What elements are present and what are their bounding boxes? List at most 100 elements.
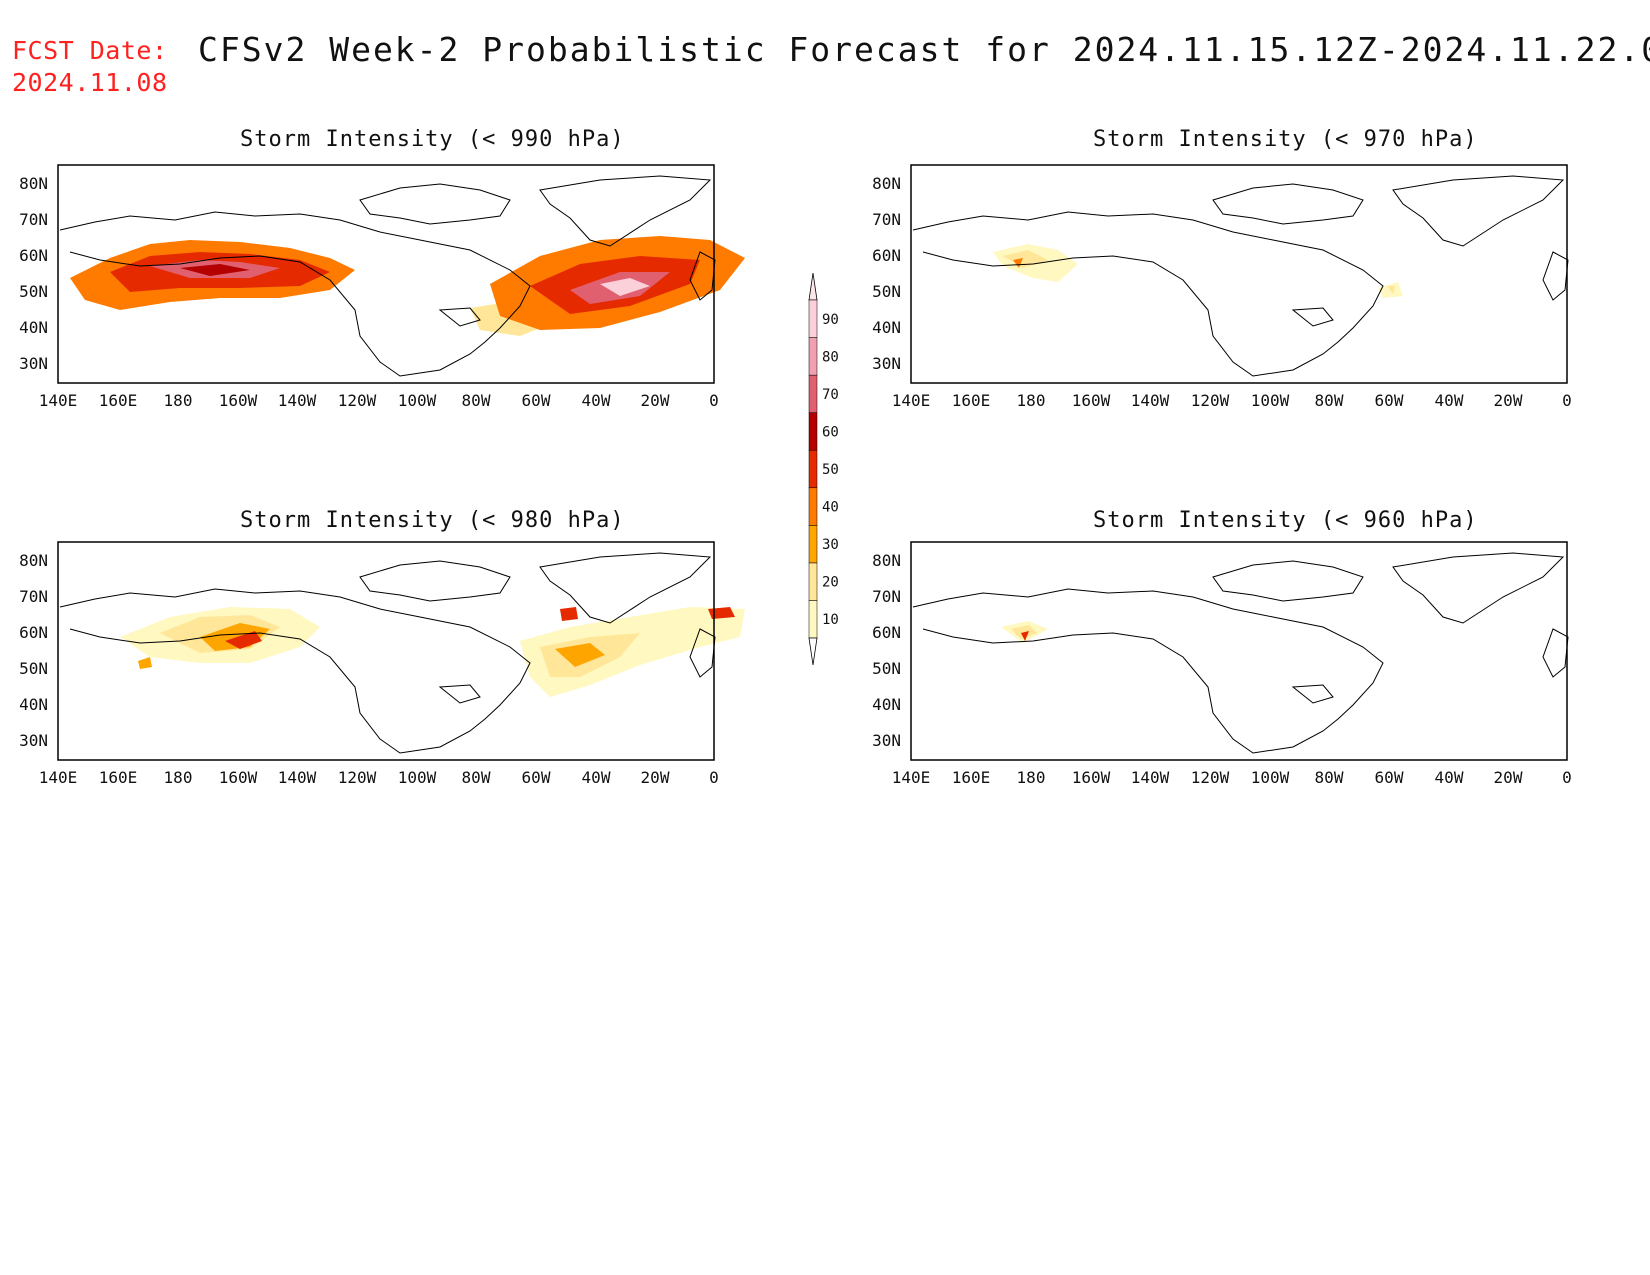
- lon-label: 20W: [1494, 768, 1523, 787]
- colorbar-labels: 10 20 30 40 50 60 70 80 90: [822, 312, 839, 628]
- lon-label: 120W: [338, 768, 377, 787]
- lat-label: 60N: [19, 623, 48, 642]
- lon-label: 100W: [1251, 391, 1290, 410]
- lon-label: 120W: [1191, 768, 1230, 787]
- lon-label: 0: [1562, 768, 1572, 787]
- lon-label: 140W: [1131, 768, 1170, 787]
- map-frame: [57, 541, 715, 761]
- colorbar-band: [808, 337, 818, 376]
- lon-label: 0: [1562, 391, 1572, 410]
- lon-label: 180: [1017, 768, 1046, 787]
- map-panel-980: 80N 70N 60N 50N 40N 30N 140E 160E 180 16…: [19, 541, 745, 787]
- colorbar-top-arrow: [808, 272, 818, 301]
- lon-label: 60W: [1375, 768, 1404, 787]
- lat-labels: 80N 70N 60N 50N 40N 30N: [872, 551, 901, 750]
- colorbar-label: 30: [822, 537, 839, 553]
- lat-label: 30N: [19, 354, 48, 373]
- lat-label: 70N: [19, 587, 48, 606]
- lon-label: 160E: [952, 768, 991, 787]
- lon-label: 80W: [462, 391, 491, 410]
- colorbar-label: 20: [822, 575, 839, 591]
- lon-label: 40W: [582, 768, 611, 787]
- lon-label: 100W: [1251, 768, 1290, 787]
- colorbar-band: [808, 449, 818, 489]
- lon-label: 60W: [522, 391, 551, 410]
- panel-title-970: Storm Intensity (< 970 hPa): [1093, 127, 1478, 152]
- lon-label: 20W: [641, 768, 670, 787]
- lon-labels: 140E 160E 180 160W 140W 120W 100W 80W 60…: [892, 391, 1572, 410]
- lon-label: 180: [164, 391, 193, 410]
- map-frame: [910, 541, 1568, 761]
- lat-label: 50N: [872, 282, 901, 301]
- lon-label: 20W: [641, 391, 670, 410]
- land-outline: [912, 175, 1569, 377]
- lon-label: 140W: [278, 391, 317, 410]
- land-outline: [59, 552, 716, 754]
- lon-label: 180: [164, 768, 193, 787]
- colorbar-label: 40: [822, 500, 839, 516]
- map-panel-960: 80N 70N 60N 50N 40N 30N 140E 160E 180 16…: [872, 541, 1572, 787]
- lat-label: 70N: [19, 210, 48, 229]
- lon-label: 180: [1017, 391, 1046, 410]
- lat-label: 80N: [19, 551, 48, 570]
- colorbar-bottom-arrow: [808, 637, 818, 666]
- page-title: CFSv2 Week-2 Probabilistic Forecast for …: [198, 30, 1650, 69]
- lon-label: 160W: [1072, 768, 1111, 787]
- lat-labels: 80N 70N 60N 50N 40N 30N: [19, 174, 48, 373]
- lon-label: 140E: [39, 391, 78, 410]
- lon-label: 100W: [398, 391, 437, 410]
- map-panel-990: 80N 70N 60N 50N 40N 30N 140E 160E 180 16…: [19, 164, 745, 410]
- lon-label: 20W: [1494, 391, 1523, 410]
- colorbar-band: [808, 299, 818, 338]
- probability-shading: [1001, 621, 1048, 643]
- lon-label: 80W: [462, 768, 491, 787]
- lat-label: 30N: [19, 731, 48, 750]
- lon-label: 140E: [892, 391, 931, 410]
- lon-label: 100W: [398, 768, 437, 787]
- map-panel-970: 80N 70N 60N 50N 40N 30N 140E 160E 180 16…: [872, 164, 1572, 410]
- lon-label: 160W: [219, 391, 258, 410]
- lon-label: 140E: [39, 768, 78, 787]
- lat-label: 70N: [872, 210, 901, 229]
- colorbar-band: [808, 600, 818, 639]
- lon-labels: 140E 160E 180 160W 140W 120W 100W 80W 60…: [892, 768, 1572, 787]
- lat-label: 80N: [872, 174, 901, 193]
- lon-labels: 140E 160E 180 160W 140W 120W 100W 80W 60…: [39, 768, 719, 787]
- lat-label: 80N: [19, 174, 48, 193]
- lon-label: 0: [709, 768, 719, 787]
- lat-label: 40N: [19, 695, 48, 714]
- lon-label: 160W: [219, 768, 258, 787]
- lat-label: 60N: [872, 246, 901, 265]
- probability-shading: [70, 236, 745, 336]
- lat-label: 50N: [872, 659, 901, 678]
- lon-label: 120W: [1191, 391, 1230, 410]
- land-outline: [912, 552, 1569, 754]
- colorbar: 10 20 30 40 50 60 70 80 90: [808, 272, 839, 666]
- lon-label: 160E: [99, 768, 138, 787]
- lon-label: 140E: [892, 768, 931, 787]
- lon-label: 160E: [99, 391, 138, 410]
- colorbar-band: [808, 487, 818, 526]
- colorbar-label: 90: [822, 312, 839, 328]
- map-frame: [910, 164, 1568, 384]
- colorbar-label: 80: [822, 349, 839, 365]
- land-outline: [59, 175, 716, 377]
- panel-title-990: Storm Intensity (< 990 hPa): [240, 127, 625, 152]
- colorbar-label: 70: [822, 387, 839, 403]
- colorbar-label: 50: [822, 462, 839, 478]
- colorbar-label: 10: [822, 612, 839, 628]
- colorbar-band: [808, 562, 818, 601]
- lat-label: 40N: [19, 318, 48, 337]
- lat-label: 50N: [19, 282, 48, 301]
- lat-label: 70N: [872, 587, 901, 606]
- lon-label: 120W: [338, 391, 377, 410]
- lat-label: 30N: [872, 354, 901, 373]
- lon-label: 60W: [522, 768, 551, 787]
- lat-label: 60N: [872, 623, 901, 642]
- forecast-date-label: FCST Date:: [12, 36, 168, 65]
- colorbar-label: 60: [822, 424, 839, 440]
- lon-label: 160W: [1072, 391, 1111, 410]
- lon-label: 80W: [1315, 768, 1344, 787]
- lon-label: 60W: [1375, 391, 1404, 410]
- lon-label: 80W: [1315, 391, 1344, 410]
